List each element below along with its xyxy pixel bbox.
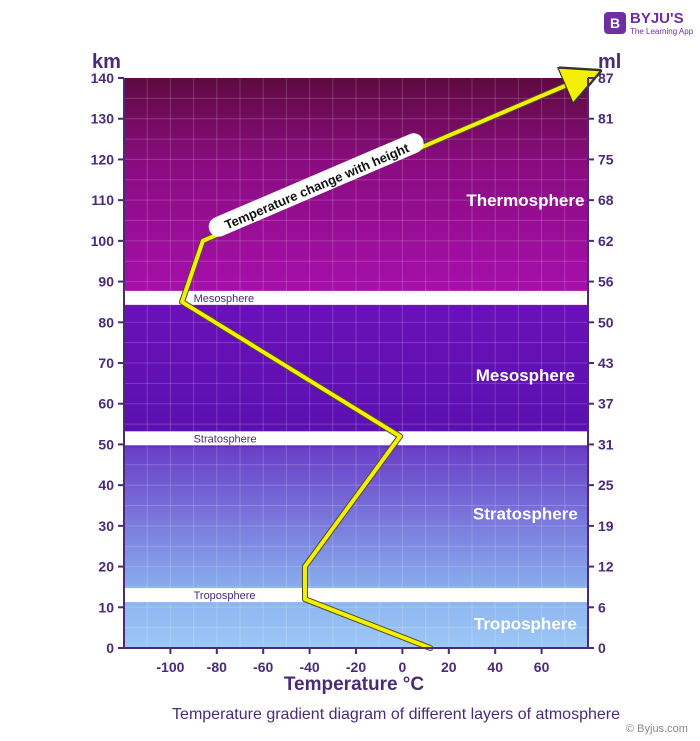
right-tick-label: 75 [598,151,614,167]
left-tick-label: 50 [98,436,114,452]
temperature-series [179,78,584,651]
right-tick-label: 81 [598,111,614,127]
figure-caption: Temperature gradient diagram of differen… [172,706,620,723]
left-tick-label: 90 [98,274,114,290]
right-tick-label: 43 [598,355,614,371]
left-tick-label: 120 [91,151,115,167]
left-axis: 0 10 20 30 40 50 60 70 80 90 100 110 120 130 140 [91,70,125,656]
x-tick-label: 40 [487,659,503,675]
x-tick-label: 60 [534,659,550,675]
left-tick-label: 60 [98,396,114,412]
boundary-label: Stratosphere [194,433,257,445]
left-tick-label: 140 [91,70,115,86]
layer-label: Stratosphere [473,505,578,524]
boundary-label: Mesosphere [194,293,255,305]
right-tick-label: 37 [598,396,614,412]
annotation-pill [208,133,424,237]
left-tick-label: 40 [98,477,114,493]
layer-label: Mesosphere [476,366,575,385]
right-tick-label: 87 [598,70,614,86]
left-tick-label: 80 [98,314,114,330]
left-tick-label: 70 [98,355,114,371]
logo-name: BYJU'S [630,10,684,27]
left-axis-unit: km [92,51,121,73]
logo-mark: B [604,12,626,34]
x-axis: -100 -80 -60 -40 -20 0 20 40 60 [124,647,588,675]
x-tick-label: -20 [346,659,366,675]
x-tick-label: 20 [441,659,457,675]
byjus-logo: B BYJU'S The Learning App [604,10,694,40]
right-tick-label: 31 [598,436,614,452]
x-tick-label: 0 [399,659,407,675]
x-axis-label: Temperature °C [284,674,425,695]
left-tick-label: 20 [98,559,114,575]
x-tick-label: -40 [299,659,319,675]
x-tick-label: -60 [253,659,273,675]
right-tick-label: 6 [598,599,606,615]
right-tick-label: 50 [598,314,614,330]
left-tick-label: 30 [98,518,114,534]
left-tick-label: 0 [106,640,114,656]
right-tick-label: 62 [598,233,614,249]
right-tick-label: 19 [598,518,614,534]
left-tick-label: 100 [91,233,115,249]
x-tick-label: -80 [207,659,227,675]
right-tick-label: 68 [598,192,614,208]
left-tick-label: 130 [91,111,115,127]
boundary-band [124,588,588,603]
x-tick-label: -100 [156,659,184,675]
layer-label: Thermosphere [466,191,584,210]
right-tick-label: 0 [598,640,606,656]
boundary-band [124,290,588,305]
copyright: © Byjus.com [626,723,688,735]
boundary-label: Troposphere [194,590,256,602]
layer-labels: Thermosphere Mesosphere Stratosphere Tropos… [466,191,584,633]
right-tick-label: 25 [598,477,614,493]
right-tick-label: 56 [598,274,614,290]
right-axis: 0 6 12 19 25 31 37 43 50 56 62 68 75 81 87 [587,70,614,656]
boundary-band [124,431,588,446]
right-axis-unit: ml [598,51,621,73]
layer-label: Troposphere [474,615,577,634]
left-tick-label: 110 [91,192,114,208]
logo-tagline: The Learning App [630,27,694,36]
right-tick-label: 12 [598,559,614,575]
left-tick-label: 10 [98,599,114,615]
layer-boundaries: Troposphere Stratosphere Mesosphere [124,290,588,603]
